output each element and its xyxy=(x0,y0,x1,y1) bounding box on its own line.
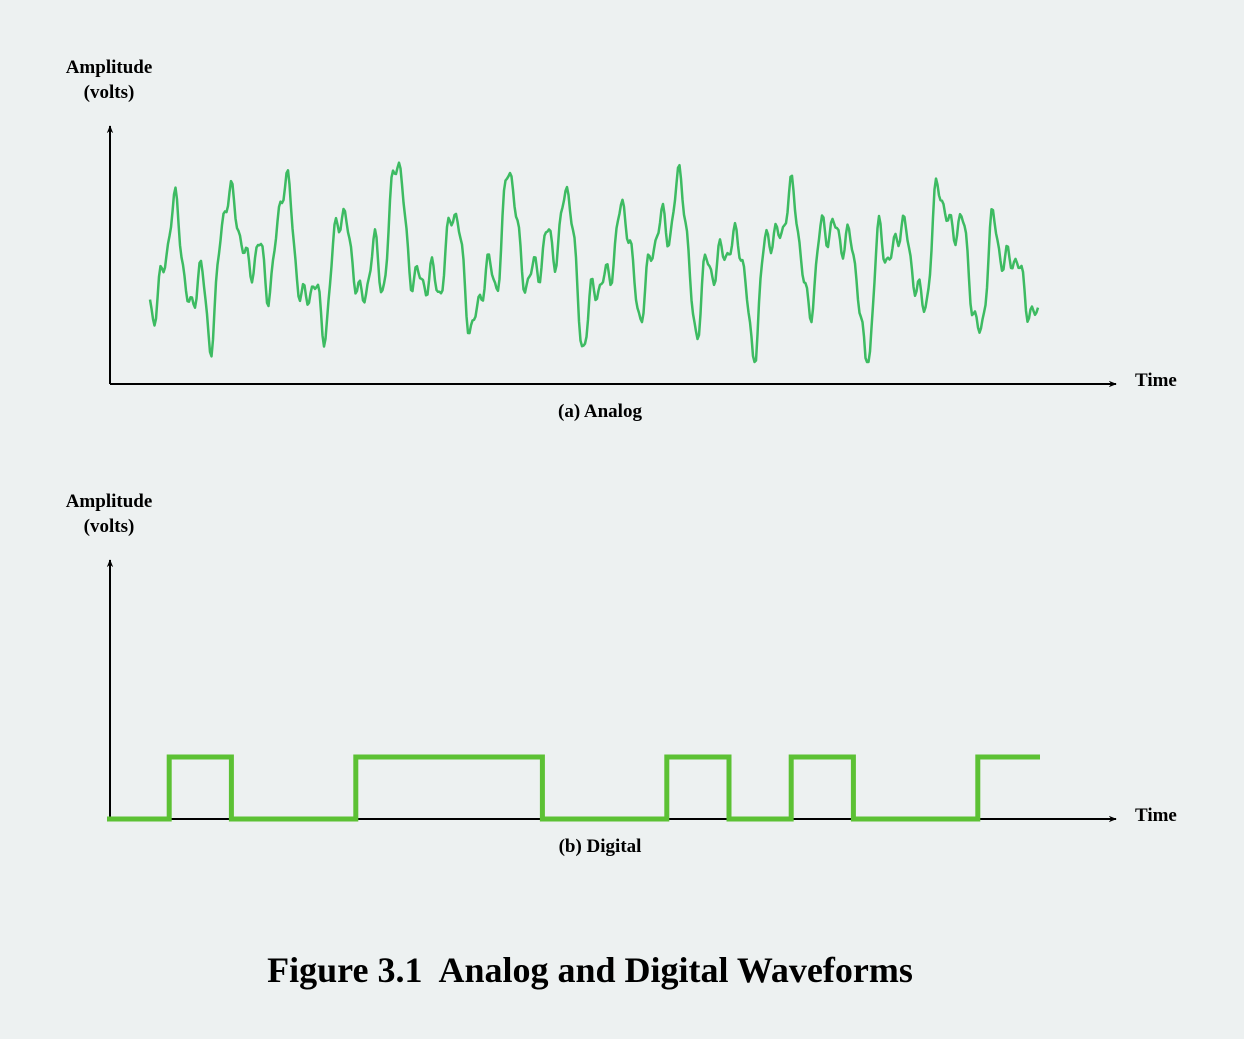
digital-ylabel-line1: Amplitude xyxy=(65,491,153,512)
digital-sublabel: (b) Digital xyxy=(558,836,642,857)
analog-sublabel: (a) Analog xyxy=(558,401,642,422)
digital-ylabel-line2: (volts) xyxy=(83,516,135,537)
analog-ylabel-line2: (volts) xyxy=(83,82,135,103)
analog-ylabel-line1: Amplitude xyxy=(65,57,153,78)
analog-xlabel: Time xyxy=(1135,370,1177,391)
figure-caption: Figure 3.1 Analog and Digital Waveforms xyxy=(267,950,913,990)
digital-waveform xyxy=(107,754,1040,822)
analog-waveform xyxy=(148,161,1040,364)
digital-xlabel: Time xyxy=(1135,805,1177,826)
